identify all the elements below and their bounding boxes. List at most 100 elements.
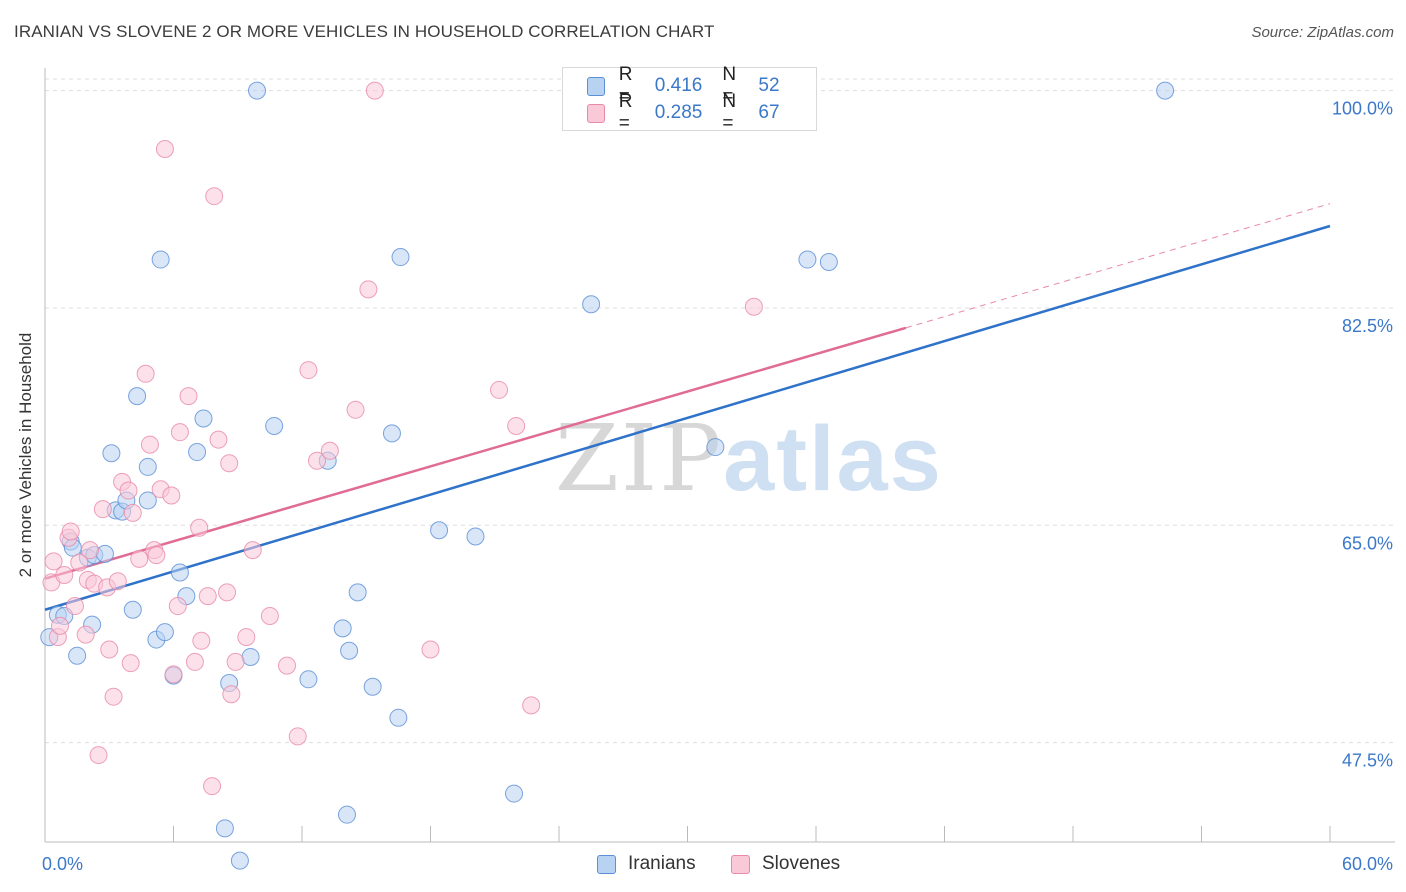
point-iranians: [241, 647, 260, 666]
point-slovenes: [220, 454, 239, 473]
point-slovenes: [140, 435, 159, 454]
point-slovenes: [130, 549, 149, 568]
trend-lines: [44, 203, 1331, 611]
trend-line-iranians: [44, 224, 1331, 611]
point-slovenes: [203, 777, 222, 796]
point-slovenes: [190, 518, 209, 537]
data-points: [40, 81, 1175, 870]
point-iranians: [340, 641, 359, 660]
point-slovenes: [70, 553, 89, 572]
point-iranians: [170, 563, 189, 582]
point-slovenes: [490, 380, 509, 399]
legend-n-value: 67: [758, 102, 780, 123]
point-slovenes: [744, 297, 763, 316]
point-slovenes: [89, 746, 108, 765]
y-axis-label: 2 or more Vehicles in Household: [16, 332, 35, 578]
legend-swatch-slovenes: [587, 103, 605, 123]
point-slovenes: [522, 696, 541, 715]
point-iranians: [230, 851, 249, 870]
axes: [44, 68, 1395, 843]
point-slovenes: [209, 430, 228, 449]
point-slovenes: [288, 727, 307, 746]
legend-row-iranians: R = 0.416 N = 52: [587, 64, 816, 107]
bottom-legend-label-iranians: Iranians: [628, 853, 696, 874]
y-tick-label: 47.5%: [1342, 751, 1393, 771]
bottom-legend-swatch-slovenes: [731, 854, 750, 874]
bottom-legend-iranians: Iranians: [597, 852, 696, 876]
point-slovenes: [164, 665, 183, 684]
point-iranians: [391, 248, 410, 267]
point-slovenes: [365, 81, 384, 100]
legend-r-value: 0.285: [654, 102, 703, 123]
bottom-legend-label-slovenes: Slovenes: [762, 853, 841, 874]
point-iranians: [363, 677, 382, 696]
point-iranians: [348, 583, 367, 602]
bottom-legend-slovenes: Slovenes: [731, 852, 840, 876]
legend-swatch-iranians: [587, 76, 605, 96]
point-slovenes: [307, 451, 326, 470]
point-iranians: [188, 443, 207, 462]
point-iranians: [582, 295, 601, 314]
point-slovenes: [162, 486, 181, 505]
point-iranians: [706, 438, 725, 457]
point-slovenes: [44, 552, 63, 571]
point-iranians: [95, 544, 114, 563]
point-iranians: [333, 619, 352, 638]
point-iranians: [265, 416, 284, 435]
point-iranians: [505, 784, 524, 803]
point-iranians: [466, 527, 485, 546]
point-slovenes: [104, 687, 123, 706]
point-iranians: [123, 600, 142, 619]
point-slovenes: [168, 597, 187, 616]
point-slovenes: [205, 187, 224, 206]
y-tick-label: 65.0%: [1342, 533, 1393, 553]
point-slovenes: [61, 522, 80, 541]
source-label: Source: ZipAtlas.com: [1251, 24, 1394, 41]
legend-r-value: 0.416: [654, 75, 703, 96]
point-slovenes: [121, 654, 140, 673]
point-iranians: [68, 646, 87, 665]
y-tick-label: 82.5%: [1342, 316, 1393, 336]
point-slovenes: [226, 652, 245, 671]
x-tick-label: 0.0%: [42, 854, 83, 874]
point-slovenes: [155, 140, 174, 158]
point-slovenes: [55, 565, 74, 584]
point-slovenes: [100, 640, 119, 659]
point-slovenes: [80, 541, 99, 560]
point-slovenes: [421, 640, 440, 659]
chart-title: IRANIAN VS SLOVENE 2 OR MORE VEHICLES IN…: [14, 22, 715, 41]
point-iranians: [151, 250, 170, 269]
point-iranians: [819, 253, 838, 272]
trend-line-slovenes: [44, 326, 907, 580]
legend-n-label: N =: [722, 91, 737, 134]
point-iranians: [337, 805, 356, 824]
point-slovenes: [507, 416, 526, 435]
legend-row-slovenes: R = 0.285 N = 67: [587, 91, 816, 134]
trend-line-slovenes-extrapolated: [905, 203, 1331, 329]
legend-r-label: R =: [618, 91, 633, 134]
point-slovenes: [320, 441, 339, 460]
point-slovenes: [192, 631, 211, 650]
point-slovenes: [359, 280, 378, 299]
point-slovenes: [136, 364, 155, 383]
legend-n-label: N =: [722, 64, 737, 107]
point-slovenes: [65, 597, 84, 616]
point-slovenes: [123, 503, 142, 522]
point-slovenes: [179, 387, 198, 406]
point-slovenes: [198, 587, 217, 606]
point-iranians: [389, 708, 408, 727]
point-slovenes: [346, 400, 365, 419]
point-iranians: [138, 457, 157, 476]
point-slovenes: [50, 616, 69, 635]
point-slovenes: [260, 606, 279, 625]
bottom-legend-swatch-iranians: [597, 854, 616, 874]
legend-r-label: R =: [618, 64, 633, 107]
point-iranians: [215, 819, 234, 838]
point-iranians: [194, 409, 213, 428]
point-iranians: [138, 491, 157, 510]
point-iranians: [382, 424, 401, 443]
point-slovenes: [76, 625, 95, 644]
point-slovenes: [108, 572, 127, 591]
point-iranians: [1156, 81, 1175, 100]
